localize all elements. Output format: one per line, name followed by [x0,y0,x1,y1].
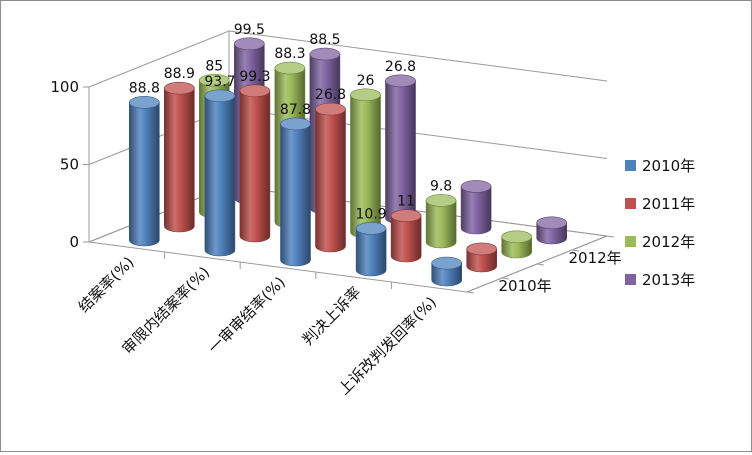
cylinder-body [129,102,160,247]
depth-axis-labels: 2010年 2012年 [499,249,622,295]
cylinder-top [309,47,341,61]
legend-label: 2012年 [642,233,695,251]
category-label: 一审审结率(%) [205,273,289,357]
data-label: 26.8 [315,87,346,103]
legend-item-2011年: 2011年 [625,195,695,213]
cylinder-top [204,89,236,103]
data-label: 88.8 [129,80,160,96]
data-label: 87.8 [280,102,311,118]
bars-layer [129,37,568,287]
legend-item-2012年: 2012年 [625,233,695,251]
legend-swatch [625,160,636,171]
legend-swatch [625,274,636,285]
y-tick-label: 50 [60,156,79,174]
cylinder-top [350,88,381,102]
cylinder-body [164,87,195,233]
data-label: 26 [357,73,375,89]
category-label: 审限内结案率(%) [118,263,213,358]
cylinder-body [204,95,236,257]
data-label: 99.5 [234,22,265,38]
gridline [88,30,608,88]
depth-axis-label: 2012年 [569,249,622,267]
bar-2012年-4 [501,230,533,259]
y-tick-label: 100 [50,78,79,96]
bar-2010年-1 [204,89,236,257]
bar-2011年-0 [164,81,195,233]
cylinder-body [460,186,492,235]
data-label: 99.3 [239,69,270,85]
cylinder-top [466,242,498,256]
bar-2010年-3 [355,222,387,277]
cylinder-body [239,90,271,243]
data-label: 85 [205,58,223,74]
bar-2011年-4 [466,242,498,273]
legend-swatch [625,198,636,209]
cylinder-top [390,209,422,222]
legend-label: 2010年 [642,157,695,175]
bar-2010年-4 [431,256,463,287]
data-label: 88.3 [274,46,305,62]
depth-tick-mark [501,277,510,280]
cylinder-top [501,230,533,244]
cylinder-top [280,117,311,131]
legend-item-2010年: 2010年 [625,157,695,175]
legend-item-2013年: 2013年 [625,271,695,289]
cylinder-top [431,256,463,270]
bar-2011年-2 [315,102,346,253]
cylinder-top [385,74,416,88]
category-label: 结案率(%) [75,253,138,316]
data-label: 9.8 [430,178,452,194]
y-tick-label: 0 [69,233,79,251]
cylinder-body [390,215,422,263]
cylinder-top [536,216,568,230]
cylinder-top [164,81,195,95]
data-label: 93.7 [204,74,235,90]
legend-label: 2011年 [642,195,695,213]
cylinder-body [431,262,462,287]
category-label: 判决上诉率 [299,283,365,349]
bar-2012年-3 [425,194,457,249]
legend-swatch [625,236,636,247]
bar-2011年-1 [239,84,271,243]
cylinder-top [315,102,346,116]
bar-2010年-0 [129,96,160,247]
depth-tick-mark [466,291,475,294]
bar-2013年-4 [536,216,568,245]
cylinder-top [129,96,160,109]
cylinder-top [239,84,271,98]
y-axis-ticks: 0 50 100 [50,78,89,251]
cylinder-top [460,180,492,193]
legend-label: 2013年 [642,271,695,289]
data-label: 11 [397,194,415,210]
bar-2011年-3 [390,209,422,263]
cylinder-body [466,248,497,273]
data-label: 88.9 [164,66,195,82]
cylinder-body [425,200,457,249]
depth-tick-mark [536,263,545,266]
bar-2013年-3 [460,180,492,235]
cylinder-top [355,222,387,235]
cylinder-top [199,73,230,87]
cylinder-top [274,61,306,75]
legend: 2010年 2011年 2012年 2013年 [625,157,695,289]
cylinder-top [234,37,265,51]
data-label: 26.8 [385,59,416,75]
bar-2010年-2 [280,117,311,267]
cylinder-body [280,123,311,267]
depth-tick-mark [606,235,615,238]
depth-axis-label: 2010年 [499,277,552,295]
cylinder-body [355,228,387,277]
cylinder-top [425,194,457,207]
data-label: 10.9 [356,206,387,222]
depth-tick-mark [571,249,580,252]
data-label: 88.5 [309,32,340,48]
cylinder-body [315,108,346,253]
